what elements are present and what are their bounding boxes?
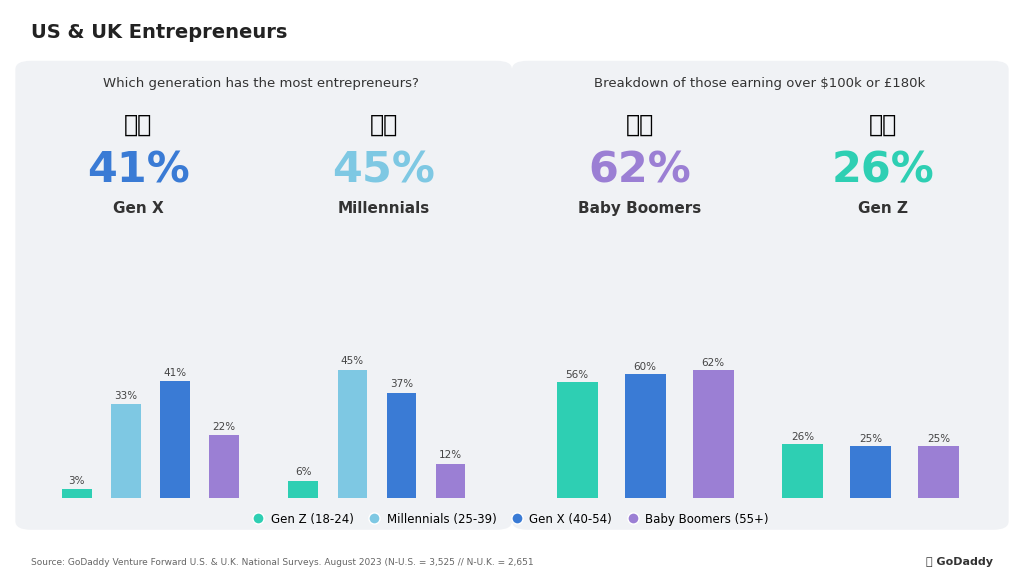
Text: 🇺🇸: 🇺🇸: [626, 112, 654, 137]
Legend: Gen Z (18-24), Millennials (25-39), Gen X (40-54), Baby Boomers (55+): Gen Z (18-24), Millennials (25-39), Gen …: [252, 510, 772, 530]
Text: 26%: 26%: [831, 150, 934, 192]
Bar: [782, 444, 822, 498]
Bar: [338, 370, 367, 498]
Bar: [557, 382, 597, 498]
Text: 12%: 12%: [439, 450, 462, 460]
Text: Millennials: Millennials: [338, 201, 430, 216]
Text: 62%: 62%: [589, 150, 691, 192]
Text: 60%: 60%: [634, 362, 656, 372]
Bar: [112, 404, 140, 498]
Text: Source: GoDaddy Venture Forward U.S. & U.K. National Surveys. August 2023 (N-U.S: Source: GoDaddy Venture Forward U.S. & U…: [31, 558, 534, 567]
Text: US & UK Entrepreneurs: US & UK Entrepreneurs: [31, 23, 287, 42]
Text: 🇬🇧: 🇬🇧: [868, 112, 897, 137]
Text: 37%: 37%: [390, 379, 413, 389]
Bar: [289, 481, 317, 498]
Text: 25%: 25%: [859, 434, 882, 444]
Text: 🇺🇸: 🇺🇸: [124, 112, 153, 137]
Text: 26%: 26%: [791, 432, 814, 442]
Text: 6%: 6%: [295, 467, 311, 478]
Text: 45%: 45%: [333, 150, 435, 192]
Bar: [210, 435, 239, 498]
Text: Gen X: Gen X: [113, 201, 164, 216]
Bar: [919, 446, 958, 498]
Text: 22%: 22%: [213, 422, 236, 432]
Bar: [436, 464, 465, 498]
Text: Which generation has the most entrepreneurs?: Which generation has the most entreprene…: [103, 77, 419, 90]
Text: 41%: 41%: [87, 150, 189, 192]
Bar: [62, 489, 91, 498]
Text: 62%: 62%: [701, 358, 725, 368]
Bar: [161, 382, 189, 498]
FancyBboxPatch shape: [512, 61, 1009, 530]
Text: 45%: 45%: [341, 357, 364, 367]
Bar: [850, 446, 891, 498]
Text: Breakdown of those earning over $100k or £180k: Breakdown of those earning over $100k or…: [594, 77, 926, 90]
Text: 3%: 3%: [69, 476, 85, 486]
Text: 56%: 56%: [565, 370, 589, 380]
Text: 🇬🇧: 🇬🇧: [370, 112, 398, 137]
Text: Ⓠ GoDaddy: Ⓠ GoDaddy: [927, 558, 993, 567]
Text: Baby Boomers: Baby Boomers: [579, 201, 701, 216]
Text: 25%: 25%: [927, 434, 950, 444]
FancyBboxPatch shape: [15, 61, 512, 530]
Text: 33%: 33%: [115, 391, 137, 401]
Bar: [693, 370, 733, 498]
Bar: [625, 374, 666, 498]
Text: Gen Z: Gen Z: [858, 201, 907, 216]
Text: 41%: 41%: [164, 368, 186, 378]
Bar: [387, 393, 416, 498]
